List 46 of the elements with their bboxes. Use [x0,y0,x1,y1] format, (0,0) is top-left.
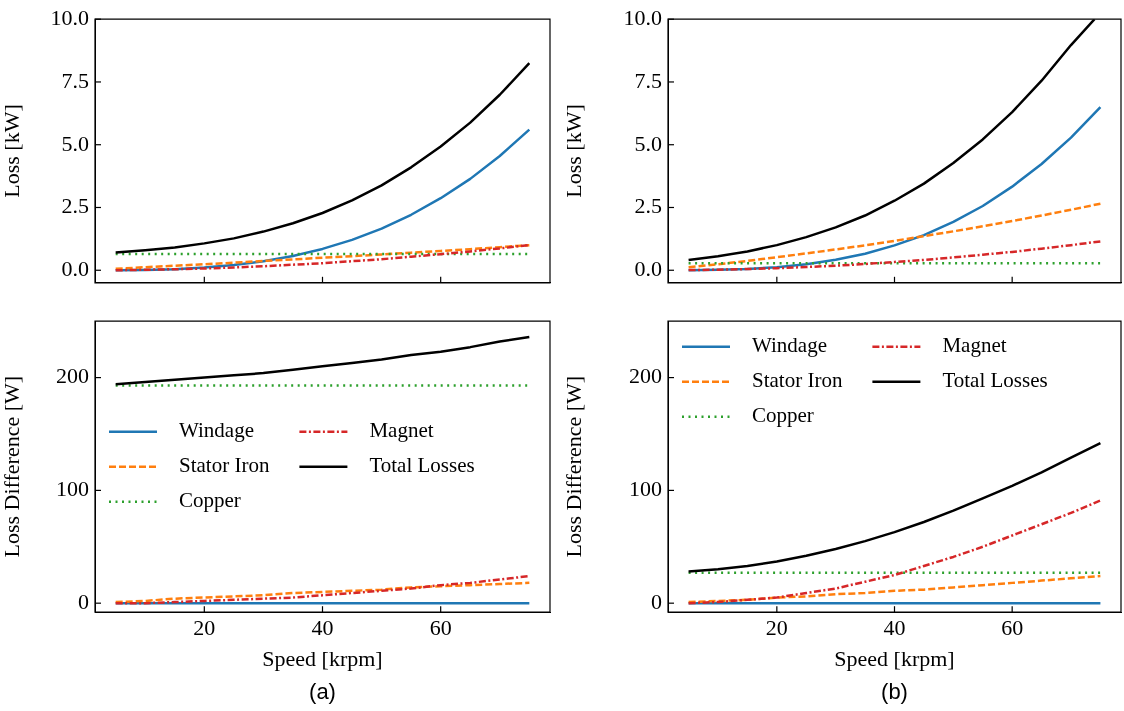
legend-label: Magnet [369,418,434,443]
y-tick-label: 100 [629,476,662,502]
y-axis-title: Loss Difference [W] [560,375,586,558]
x-tick-label: 20 [765,615,788,641]
y-tick-label: 0 [651,588,662,614]
line-series [687,240,1102,272]
y-tick-label: 2.5 [61,193,89,219]
y-axis-title: Loss Difference [W] [0,375,24,558]
y-tick-label: 0.0 [61,256,89,282]
x-tick-label: 20 [193,615,216,641]
y-tick-label: 7.5 [634,67,662,93]
y-tick-label: 100 [56,476,89,502]
legend-label: Copper [179,488,241,513]
legend-label: Windage [179,418,254,443]
x-axis-title: Speed [krpm] [262,645,383,671]
x-tick-label: 60 [429,615,452,641]
line-series [114,574,531,605]
line-series [114,581,531,604]
x-axis-title: Speed [krpm] [834,645,955,671]
y-tick-label: 0.0 [634,256,662,282]
y-tick-label: 5.0 [61,130,89,156]
y-tick-label: 10.0 [50,4,89,30]
y-tick-label: 2.5 [634,193,662,219]
y-axis-title: Loss [kW] [0,104,24,198]
y-tick-label: 0 [78,588,89,614]
legend-label: Total Losses [369,453,475,478]
legend-label: Copper [752,403,814,428]
x-tick-label: 40 [311,615,334,641]
legend-label: Total Losses [942,368,1048,393]
legend-label: Stator Iron [179,453,270,478]
text: (b) [881,679,908,704]
y-axis-title: Loss [kW] [560,104,586,198]
y-tick-label: 200 [629,363,662,389]
text: (a) [309,679,336,704]
line-series [687,574,1102,604]
line-series [687,499,1102,605]
x-tick-label: 60 [1001,615,1024,641]
y-tick-label: 7.5 [61,67,89,93]
x-tick-label: 40 [883,615,906,641]
legend-label: Magnet [942,333,1007,358]
y-tick-label: 5.0 [634,130,662,156]
legend-label: Windage [752,333,827,358]
line-series [687,202,1102,269]
y-tick-label: 10.0 [623,4,662,30]
y-tick-label: 200 [56,363,89,389]
legend-label: Stator Iron [752,368,843,393]
